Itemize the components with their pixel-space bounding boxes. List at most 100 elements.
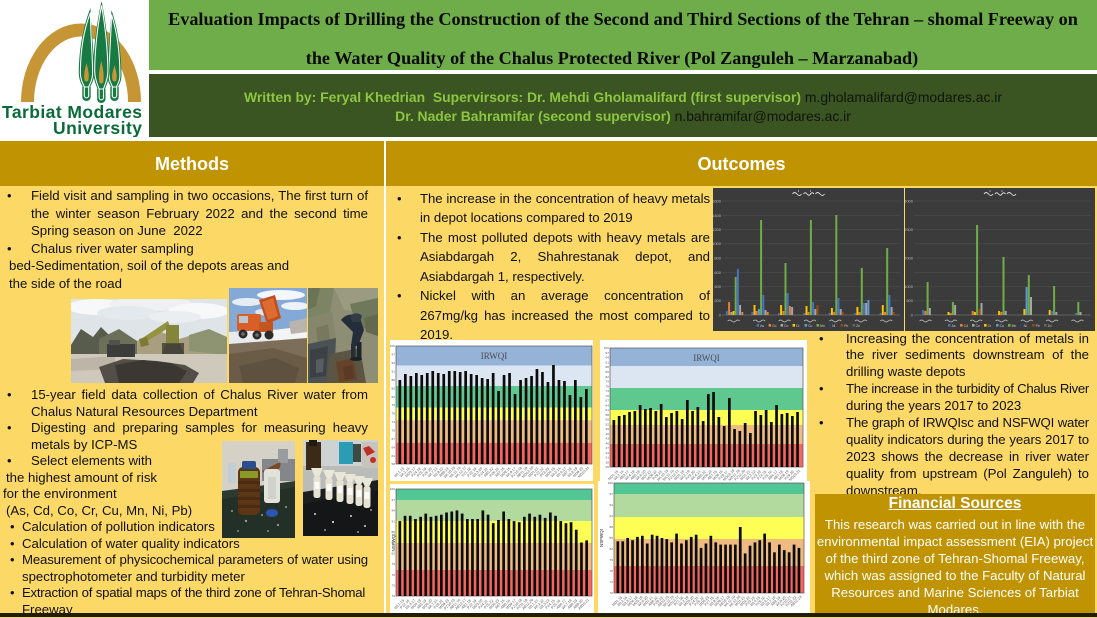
svg-text:PZ4.21: PZ4.21 [688,596,699,607]
svg-text:85: 85 [392,386,396,390]
svg-text:58: 58 [606,413,610,417]
svg-text:61: 61 [606,408,610,412]
svg-text:97: 97 [392,498,396,502]
svg-text:PZ2.22: PZ2.22 [533,467,544,478]
svg-text:PZ5.16: PZ5.16 [550,599,561,610]
svg-text:MD9.17: MD9.17 [505,598,517,610]
svg-text:MD4.18: MD4.18 [410,598,422,610]
svg-text:MD6.20: MD6.20 [421,598,433,610]
svg-text:WL1.15: WL1.15 [393,466,405,478]
svg-text:AB5.19: AB5.19 [630,470,641,481]
svg-text:88: 88 [606,365,610,369]
svg-text:AB8.16: AB8.16 [500,599,511,610]
svg-text:PZ3.23: PZ3.23 [745,596,756,607]
svg-text:Cr: Cr [796,324,800,328]
svg-text:55: 55 [606,418,610,422]
svg-text:79: 79 [606,380,610,384]
svg-text:MD2.22: MD2.22 [739,595,751,607]
svg-text:MD8.16: MD8.16 [500,466,512,478]
svg-text:WL8.22: WL8.22 [433,466,445,478]
svg-text:Co: Co [784,324,788,328]
svg-text:91: 91 [610,514,614,518]
svg-text:WL6.20: WL6.20 [637,595,649,607]
svg-text:PZ3.20: PZ3.20 [685,470,696,481]
svg-text:MD9.20: MD9.20 [572,466,584,478]
svg-text:1200: 1200 [713,227,722,232]
svg-text:PZ6.23: PZ6.23 [489,467,500,478]
svg-text:As: As [952,324,956,328]
svg-text:82: 82 [392,395,396,399]
svg-text:67: 67 [606,399,610,403]
svg-text:76: 76 [606,384,610,388]
svg-text:WL6.20: WL6.20 [635,469,647,481]
svg-text:WL9.17: WL9.17 [505,466,517,478]
svg-text:NSFWQI: NSFWQI [599,529,604,547]
svg-text:70: 70 [606,394,610,398]
svg-text:AB7.18: AB7.18 [561,467,572,478]
svg-text:MD3.20: MD3.20 [472,598,484,610]
svg-text:85: 85 [606,370,610,374]
svg-text:61: 61 [392,454,396,458]
svg-text:MD9.23: MD9.23 [438,598,450,610]
svg-text:Zn: Zn [856,324,860,328]
svg-text:MD1.18: MD1.18 [673,469,685,481]
svg-text:46: 46 [606,432,610,436]
svg-text:WL8.16: WL8.16 [709,595,721,607]
svg-text:PZ5.19: PZ5.19 [416,467,427,478]
svg-text:1000: 1000 [713,241,722,246]
svg-text:85: 85 [610,536,614,540]
svg-text:97: 97 [606,351,610,355]
svg-text:Mn: Mn [1012,324,1017,328]
svg-text:WL3.23: WL3.23 [539,598,551,610]
svg-text:PZ5.16: PZ5.16 [762,470,773,481]
svg-text:73: 73 [606,389,610,393]
svg-text:PZ2.19: PZ2.19 [466,599,477,610]
svg-text:WL7.18: WL7.18 [765,595,777,607]
svg-text:WL7.21: WL7.21 [427,466,439,478]
svg-text:MD1.21: MD1.21 [734,595,746,607]
svg-text:AB7.15: AB7.15 [707,470,718,481]
svg-text:WL6.17: WL6.17 [556,466,568,478]
svg-text:0: 0 [719,313,722,318]
svg-text:MD5.19: MD5.19 [632,595,644,607]
svg-text:WL9.20: WL9.20 [775,595,787,607]
svg-text:WL3.17: WL3.17 [405,598,417,610]
svg-text:70: 70 [392,594,396,598]
svg-text:MD1.15: MD1.15 [607,469,619,481]
svg-text:70: 70 [610,591,614,595]
svg-text:MD4.15: MD4.15 [544,466,556,478]
svg-text:94: 94 [606,356,610,360]
svg-text:85: 85 [392,541,396,545]
svg-text:100: 100 [390,487,395,491]
svg-text:100: 100 [390,344,395,348]
svg-text:PZ2.19: PZ2.19 [466,467,477,478]
svg-text:WL2.19: WL2.19 [678,595,690,607]
svg-text:PZ4.21: PZ4.21 [478,599,489,610]
svg-text:2000: 2000 [905,256,914,261]
svg-text:WL7.21: WL7.21 [427,598,439,610]
svg-text:As: As [760,324,764,328]
svg-text:MD9.17: MD9.17 [714,595,726,607]
svg-text:AB5.22: AB5.22 [696,470,707,481]
svg-text:AB6.17: AB6.17 [767,470,778,481]
svg-text:WL6.17: WL6.17 [760,595,772,607]
svg-text:WL3.17: WL3.17 [622,595,634,607]
svg-text:1600: 1600 [713,199,722,204]
svg-text:WL2.16: WL2.16 [613,469,625,481]
svg-text:MD6.23: MD6.23 [488,598,500,610]
svg-text:PZ2.16: PZ2.16 [399,599,410,610]
svg-text:76: 76 [610,569,614,573]
svg-text:WL2.22: WL2.22 [533,598,545,610]
svg-text:PZ12.20: PZ12.20 [734,469,746,481]
svg-text:88: 88 [392,378,396,382]
svg-text:79: 79 [392,562,396,566]
svg-text:University: University [53,118,142,138]
svg-text:PZ7.15: PZ7.15 [704,596,715,607]
svg-text:Mn: Mn [820,324,825,328]
svg-text:AB7.15: AB7.15 [494,599,505,610]
svg-text:MD8.16: MD8.16 [712,469,724,481]
svg-text:Ni: Ni [832,324,835,328]
svg-text:64: 64 [392,445,396,449]
svg-text:1000: 1000 [905,284,914,289]
svg-text:Pb: Pb [844,324,848,328]
